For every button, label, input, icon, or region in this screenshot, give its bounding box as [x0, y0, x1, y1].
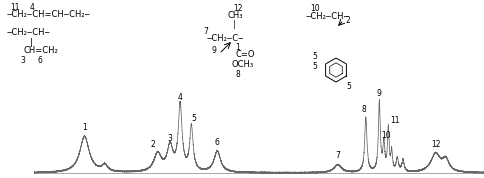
Text: 3: 3	[20, 56, 25, 65]
Text: CH₃: CH₃	[228, 11, 243, 20]
Text: ‒CH₂‒C‒: ‒CH₂‒C‒	[207, 34, 244, 43]
Text: 5: 5	[312, 52, 317, 61]
Text: 8: 8	[361, 105, 366, 114]
Text: 3: 3	[167, 134, 172, 143]
Text: 11: 11	[391, 116, 400, 125]
Text: 9: 9	[211, 46, 216, 55]
Text: CH=CH₂: CH=CH₂	[24, 46, 59, 55]
Text: 6: 6	[215, 138, 220, 147]
Text: 2: 2	[151, 140, 155, 150]
Text: 1: 1	[82, 122, 87, 132]
Text: 8: 8	[235, 70, 240, 79]
Text: 9: 9	[377, 89, 382, 98]
Text: OCH₃: OCH₃	[232, 60, 254, 69]
Text: 12: 12	[431, 140, 440, 150]
Text: 5: 5	[191, 114, 196, 123]
Text: 2: 2	[346, 16, 351, 25]
Text: 4: 4	[178, 93, 182, 102]
Text: ‒CH₂‒CH‒: ‒CH₂‒CH‒	[7, 28, 51, 37]
Text: 6: 6	[38, 56, 43, 65]
Text: 12: 12	[233, 4, 242, 13]
Text: 4: 4	[30, 3, 35, 12]
Text: |: |	[30, 38, 33, 47]
Text: 7: 7	[335, 151, 340, 160]
Text: 5: 5	[346, 82, 351, 91]
Text: ‒CH₂‒CH=CH‒CH₂‒: ‒CH₂‒CH=CH‒CH₂‒	[7, 10, 91, 19]
Text: 5: 5	[312, 62, 317, 71]
Text: 10: 10	[310, 4, 319, 13]
Text: |: |	[233, 20, 236, 29]
Text: 1: 1	[235, 43, 240, 52]
Text: 10: 10	[381, 131, 391, 140]
Text: ‒CH₂‒CH‒: ‒CH₂‒CH‒	[306, 12, 350, 21]
Text: 7: 7	[203, 27, 208, 36]
Text: C=O: C=O	[235, 50, 255, 59]
Text: 11: 11	[10, 3, 19, 12]
